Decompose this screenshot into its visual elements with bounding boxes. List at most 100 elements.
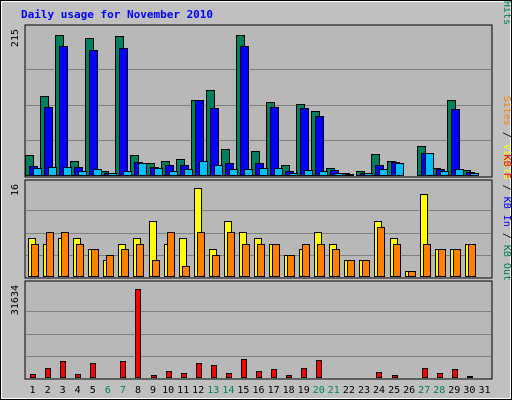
bar-kb-f-11	[181, 373, 187, 378]
bar-pages-23	[364, 173, 373, 176]
bar-pages-27	[425, 153, 434, 176]
y-max-label-hits-files-pages: 215	[10, 29, 21, 47]
x-label-day-17: 17	[268, 385, 280, 396]
bar-kb-f-2	[45, 368, 51, 378]
bar-pages-19	[304, 170, 313, 176]
bar-kb-f-29	[452, 369, 458, 378]
legend-part-kbytes-4: KB Out	[501, 245, 512, 281]
bar-kb-f-9	[151, 375, 157, 378]
x-label-day-2: 2	[45, 385, 51, 396]
bar-kb-f-4	[75, 374, 81, 378]
series-pages	[33, 153, 479, 176]
bar-kb-f-1	[30, 374, 36, 378]
bar-pages-4	[78, 171, 87, 176]
bar-kb-f-13	[211, 365, 217, 378]
bar-files-2	[44, 107, 53, 176]
x-label-day-28: 28	[433, 385, 445, 396]
bar-kb-f-7	[120, 361, 126, 378]
bar-pages-14	[229, 169, 238, 176]
x-label-day-23: 23	[358, 385, 370, 396]
x-label-day-14: 14	[222, 385, 234, 396]
chart-title: Daily usage for November 2010	[21, 8, 213, 21]
x-label-day-7: 7	[120, 385, 126, 396]
bar-pages-12	[199, 161, 208, 176]
bar-pages-30	[470, 173, 479, 176]
bar-sites-19	[302, 244, 310, 277]
legend-part-kbytes-0: KB F	[501, 155, 512, 179]
x-label-day-19: 19	[298, 385, 310, 396]
bar-files-29	[451, 109, 460, 176]
bar-sites-9	[152, 260, 160, 277]
bar-sites-30	[468, 244, 476, 277]
bar-kb-f-10	[166, 371, 172, 378]
plot-area-kbytes	[24, 280, 493, 380]
bar-kb-f-19	[301, 368, 307, 378]
bar-files-17	[270, 107, 279, 176]
y-max-label-visits-sites: 16	[10, 184, 21, 196]
bar-pages-2	[48, 167, 57, 176]
y-max-label-kbytes: 31634	[10, 285, 21, 315]
bar-kb-f-12	[196, 363, 202, 378]
series-sites	[31, 227, 476, 277]
bar-kb-f-30	[467, 376, 473, 378]
bar-sites-1	[31, 244, 39, 277]
bar-pages-5	[93, 169, 102, 176]
bar-sites-23	[362, 260, 370, 277]
legend-part-kbytes-3: /	[501, 227, 512, 245]
bar-sites-20	[317, 244, 325, 277]
bar-kb-f-3	[60, 361, 66, 378]
bar-pages-29	[455, 169, 464, 176]
bar-sites-14	[227, 232, 235, 277]
x-label-day-4: 4	[75, 385, 81, 396]
bar-files-15	[240, 46, 249, 176]
x-label-day-26: 26	[403, 385, 415, 396]
panel-hits-files-pages: 215 Pages / Files / Hits	[10, 0, 512, 178]
x-label-day-8: 8	[135, 385, 141, 396]
bar-files-22	[345, 174, 354, 176]
x-label-day-3: 3	[60, 385, 66, 396]
bar-kb-f-25	[392, 375, 398, 378]
bar-kb-f-20	[316, 360, 322, 378]
bar-kb-f-27	[422, 368, 428, 378]
bar-pages-16	[259, 168, 268, 176]
x-label-day-15: 15	[237, 385, 249, 396]
bar-files-19	[300, 108, 309, 176]
bar-pages-6	[108, 173, 117, 176]
bar-sites-3	[61, 232, 69, 277]
x-label-day-21: 21	[328, 385, 340, 396]
bar-sites-26	[408, 271, 416, 277]
bar-sites-12	[197, 232, 205, 277]
x-label-day-29: 29	[448, 385, 460, 396]
bar-kb-f-16	[256, 371, 262, 378]
bar-sites-16	[257, 244, 265, 277]
x-label-day-1: 1	[29, 385, 35, 396]
bar-files-5	[89, 50, 98, 176]
bar-files-3	[59, 46, 68, 176]
bar-kb-f-15	[241, 359, 247, 378]
x-label-day-9: 9	[150, 385, 156, 396]
bar-pages-25	[395, 163, 404, 176]
bar-sites-29	[453, 249, 461, 277]
bar-kb-f-17	[271, 369, 277, 378]
bar-pages-15	[244, 169, 253, 176]
bar-pages-20	[319, 171, 328, 176]
bar-pages-1	[33, 168, 42, 176]
panel-kbytes: 31634 KB F / KB In / KB Out	[10, 155, 512, 380]
bar-pages-10	[169, 171, 178, 176]
bar-sites-18	[287, 255, 295, 277]
x-axis-labels: 1 2 3 4 5 6 7 8 9 10 11 12 13 14 15 16 17 18 19 20 21 22 23 24 2…	[29, 385, 490, 396]
bar-sites-22	[347, 260, 355, 277]
bar-kb-f-5	[90, 363, 96, 378]
legend-part-hits-files-pages-4: Hits	[501, 1, 512, 25]
bar-pages-7	[123, 171, 132, 176]
x-label-day-11: 11	[177, 385, 189, 396]
bar-sites-21	[332, 249, 340, 277]
x-label-day-24: 24	[373, 385, 385, 396]
x-label-day-5: 5	[90, 385, 96, 396]
bar-sites-4	[76, 244, 84, 277]
x-label-day-12: 12	[192, 385, 204, 396]
legend-part-visits-sites-0: Sites	[501, 96, 512, 126]
